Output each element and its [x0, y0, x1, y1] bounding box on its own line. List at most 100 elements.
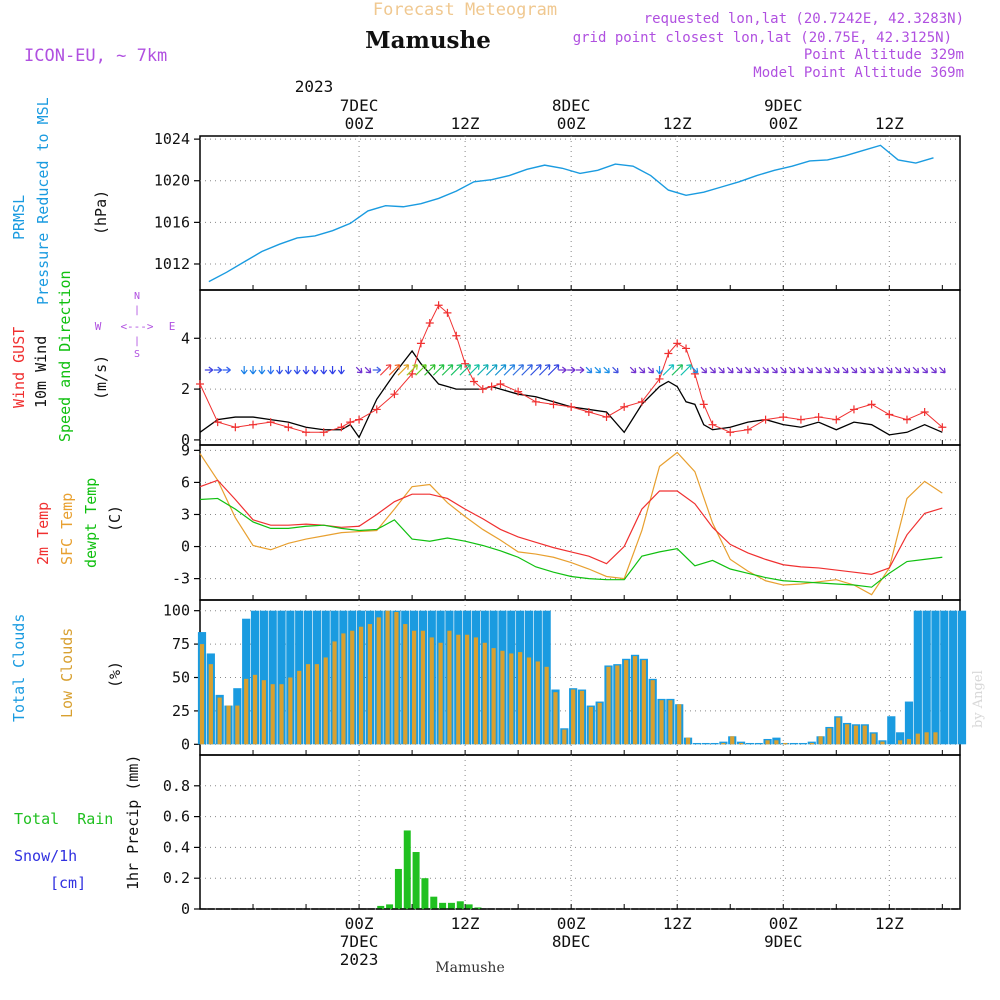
low-clouds-bar	[818, 736, 823, 745]
y-tick-label: 4	[181, 329, 190, 347]
wind-direction-arrow	[276, 366, 284, 375]
wind-gust-point	[514, 387, 523, 396]
wind-direction-arrow	[700, 366, 708, 374]
wind-direction-arrow	[680, 364, 692, 376]
wind-direction-arrow	[441, 364, 454, 376]
y-tick-labels: 1012101610201024024-30369025507510000.20…	[154, 130, 190, 918]
low-clouds-bar	[279, 684, 284, 745]
low-clouds-bar	[261, 680, 266, 745]
wind-gust-point	[796, 415, 805, 424]
wind-direction-arrow	[806, 366, 814, 374]
low-clouds-bar	[659, 700, 664, 745]
snow-unit-label: [cm]	[50, 874, 86, 892]
wind-gust-point	[478, 385, 487, 394]
top-axis-label: 00Z	[557, 114, 586, 133]
wind-direction-arrow	[521, 364, 533, 376]
wind-gust-point	[849, 405, 858, 414]
prmsl-label: PRMSL	[10, 195, 28, 240]
wind-gust-point	[867, 400, 876, 409]
bottom-axis-label: 12Z	[663, 914, 692, 933]
requested-coords: requested lon,lat (20.7242E, 42.3283N)	[644, 11, 964, 27]
low-clouds-bar	[199, 644, 205, 745]
low-clouds-bar	[376, 617, 381, 745]
temp-unit: (C)	[106, 505, 124, 532]
low-clouds-bar	[367, 624, 373, 745]
top-axis-label: 00Z	[769, 114, 798, 133]
low-clouds-bar	[588, 706, 593, 745]
wind-direction-arrow	[284, 366, 292, 375]
bottom-axis-label: 8DEC	[552, 932, 591, 951]
meteogram-title: Forecast Meteogram	[373, 0, 557, 20]
wind-direction-arrow	[485, 364, 498, 376]
temp-2m-label: 2m Temp	[34, 502, 52, 565]
y-tick-label: 0.8	[163, 777, 190, 795]
wind-gust-point	[655, 374, 664, 383]
wind-gust-point	[531, 397, 540, 406]
y-tick-label: 25	[172, 702, 190, 720]
y-tick-label: 1012	[154, 255, 190, 273]
wind-direction-arrow	[424, 364, 436, 376]
wind-gust-point	[443, 308, 452, 317]
wind-direction-arrow	[797, 366, 805, 374]
total-clouds-bar	[710, 742, 719, 745]
low-clouds-bar	[765, 740, 770, 745]
y-tick-label: 9	[181, 441, 190, 459]
low-clouds-bar	[411, 630, 417, 745]
bottom-axis-label: 7DEC	[340, 932, 379, 951]
top-axis-label: 7DEC	[340, 96, 379, 115]
rain-bar	[412, 852, 420, 909]
wind-gust-point	[779, 413, 788, 422]
low-clouds-bar	[420, 630, 426, 745]
y-tick-label: 3	[181, 505, 190, 523]
low-clouds-bar	[482, 642, 487, 745]
low-clouds-bar	[244, 678, 249, 745]
wind-gust-point	[814, 413, 823, 422]
bottom-axis-label: 00Z	[557, 914, 586, 933]
low-clouds-bar	[783, 742, 788, 745]
wind-direction-arrow	[530, 364, 542, 376]
sfc-temp-series-line	[199, 451, 943, 596]
wind-direction-arrow	[894, 366, 902, 374]
wind-direction-arrow	[512, 364, 524, 376]
wind-gust-point	[319, 428, 328, 437]
precip-panel	[199, 754, 961, 910]
wind-direction-arrow	[477, 364, 489, 376]
grid-lines	[194, 136, 960, 910]
top-axis-label: 12Z	[663, 114, 692, 133]
wind-direction-arrow	[415, 364, 427, 376]
wind-direction-arrow	[355, 366, 363, 374]
wind-direction-arrow	[329, 366, 337, 375]
low-clouds-bar	[518, 652, 523, 745]
rain-bar	[394, 868, 402, 909]
wind-direction-arrow	[709, 366, 716, 374]
wind-gust-point	[452, 331, 461, 340]
wind-gust-point	[673, 339, 682, 348]
wind-direction-label: Speed and Direction	[56, 270, 74, 442]
location-title: Mamushe	[365, 27, 491, 54]
wind-gust-label: Wind GUST	[10, 327, 28, 408]
wind-gust-series-line	[199, 304, 943, 433]
wind-direction-arrow	[691, 366, 699, 374]
wind-direction-arrow	[388, 364, 401, 376]
top-axis-label: 9DEC	[764, 96, 803, 115]
low-clouds-bar	[456, 634, 461, 745]
wind-gust-point	[302, 428, 311, 437]
wind-gust-point	[902, 415, 911, 424]
low-clouds-bar	[809, 742, 814, 745]
wind-direction-arrow	[780, 366, 787, 374]
compass-e: E	[169, 320, 176, 333]
snow-label: Snow/1h	[14, 847, 77, 865]
wind-direction-arrow	[815, 366, 822, 374]
total-clouds-bar	[268, 610, 277, 745]
wind-gust-point	[355, 415, 364, 424]
total-clouds-bar	[940, 610, 949, 745]
low-clouds-bar	[562, 729, 567, 745]
low-clouds-bar	[350, 630, 355, 745]
pressure-reduced-label: Pressure Reduced to MSL	[34, 97, 52, 305]
wind-gust-point	[699, 400, 708, 409]
low-clouds-bar	[836, 717, 841, 745]
bottom-axis-label: 2023	[340, 950, 379, 969]
